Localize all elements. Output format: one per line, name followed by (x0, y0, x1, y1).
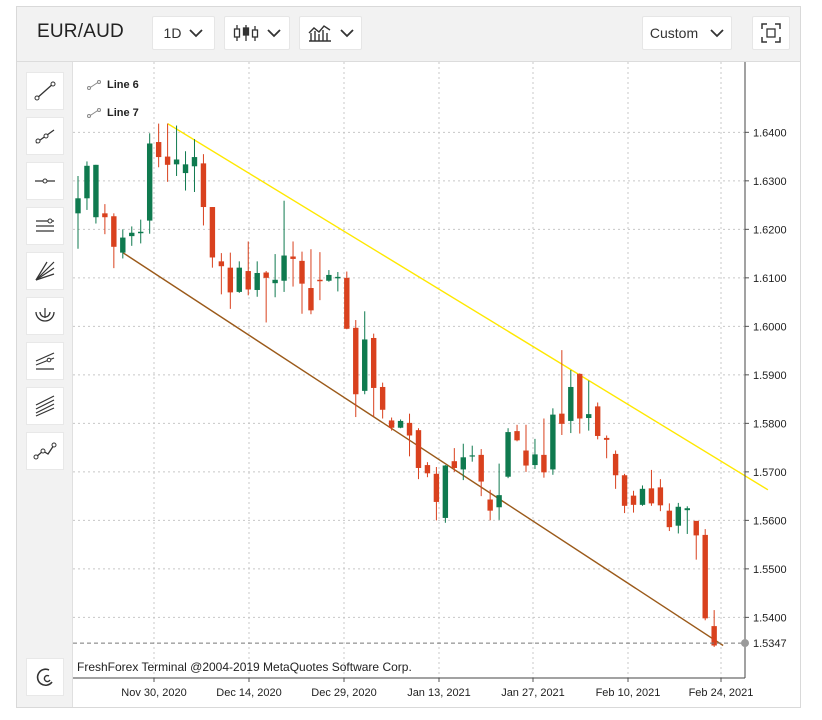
chevron-down-icon (339, 28, 354, 37)
range-label: Custom (649, 25, 699, 41)
fan-tool[interactable] (26, 252, 64, 290)
indicators-dropdown[interactable] (299, 16, 362, 50)
magnet-icon (36, 668, 53, 687)
chevron-down-icon (710, 28, 724, 37)
zigzag-icon (33, 442, 57, 460)
trend-line-icon (87, 108, 101, 118)
chevron-down-icon (267, 28, 281, 37)
trend-line-tool[interactable] (26, 72, 64, 110)
watermark-text: FreshForex Terminal @2004-2019 MetaQuote… (77, 660, 412, 674)
zigzag-tool[interactable] (26, 432, 64, 470)
legend-line-6[interactable]: Line 6 (87, 79, 139, 91)
pitchfork-tool[interactable] (26, 342, 64, 380)
legend-line-7-label: Line 7 (107, 107, 139, 119)
horizontal-line-tool[interactable] (26, 162, 64, 200)
timeframe-label: 1D (163, 25, 182, 41)
trend-line-icon (87, 80, 101, 90)
arc-tool[interactable] (26, 297, 64, 335)
arc-icon (35, 308, 55, 322)
fan-icon (35, 261, 55, 281)
channel-tool[interactable] (26, 207, 64, 245)
channel-icon (36, 218, 54, 232)
symbol-label[interactable]: EUR/AUD (37, 21, 124, 42)
fibonacci-tool[interactable] (26, 387, 64, 425)
legend-line-6-label: Line 6 (107, 79, 139, 91)
chevron-down-icon (189, 28, 204, 37)
trend-line-icon (34, 81, 56, 101)
horizontal-line-icon (35, 178, 55, 184)
fullscreen-button[interactable] (752, 16, 790, 50)
range-dropdown[interactable]: Custom (642, 16, 732, 50)
indicators-icon (308, 25, 331, 42)
ray-icon (35, 129, 55, 144)
legend-line-7[interactable]: Line 7 (87, 107, 139, 119)
drawing-tools-sidebar (17, 62, 73, 707)
magnet-tool[interactable] (26, 658, 64, 696)
ray-tool[interactable] (26, 117, 64, 155)
chart-toolbar: EUR/AUD 1D Custom (17, 7, 800, 62)
fibonacci-icon (35, 395, 55, 417)
pitchfork-icon (35, 352, 55, 370)
fullscreen-icon (761, 23, 781, 43)
candlestick-icon (233, 25, 259, 41)
chart-type-dropdown[interactable] (224, 16, 290, 50)
timeframe-dropdown[interactable]: 1D (152, 16, 215, 50)
